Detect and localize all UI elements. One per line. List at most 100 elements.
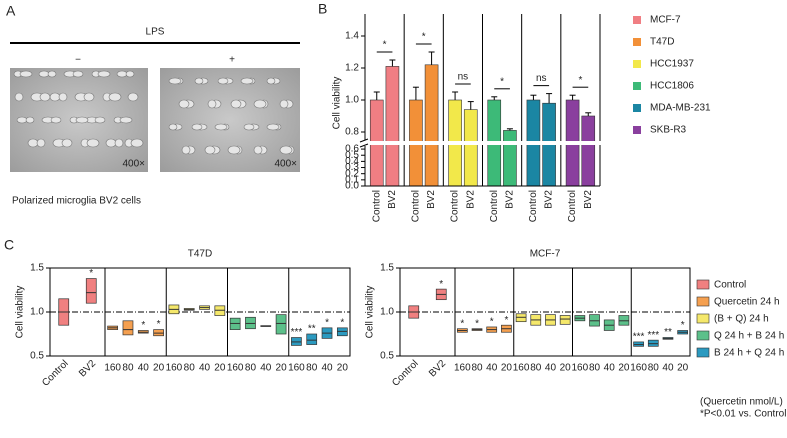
x-tick-label: 40: [545, 363, 557, 374]
x-tick-label: 80: [530, 363, 542, 374]
x-tick-label: 80: [245, 363, 257, 374]
significance: *: [383, 40, 387, 51]
cell: [39, 92, 51, 102]
cell: [127, 92, 139, 102]
x-tick-label: Control: [450, 190, 461, 222]
x-tick-label: 80: [648, 363, 660, 374]
legend-label: B 24 h + Q 24 h: [714, 348, 784, 359]
significance: *: [681, 320, 685, 331]
significance: ***: [647, 330, 659, 341]
legend-label: Quercetin 24 h: [714, 297, 780, 308]
y-axis-label: Cell viability: [15, 286, 26, 339]
x-tick-label: 160: [104, 363, 121, 374]
cell: [266, 77, 276, 85]
cell: [168, 123, 178, 131]
magnification: 400×: [122, 159, 145, 170]
panel-label: B: [318, 1, 327, 17]
significance: ns: [458, 72, 469, 83]
legend-label: MCF-7: [650, 15, 681, 26]
x-tick-label: 40: [321, 363, 333, 374]
x-tick-label: Control: [489, 190, 500, 222]
cell: [61, 138, 73, 148]
cell: [181, 145, 191, 155]
x-tick-label: 40: [138, 363, 150, 374]
x-tick-label: 20: [501, 363, 513, 374]
panel-label: A: [6, 3, 16, 19]
significance: ***: [291, 327, 303, 338]
cell: [105, 138, 117, 148]
y-tick-label: 0.0: [345, 181, 359, 192]
significance: *: [325, 317, 329, 328]
significance: *: [141, 320, 145, 331]
cell: [194, 77, 204, 85]
x-tick-label: 80: [306, 363, 318, 374]
x-tick-label: 160: [454, 363, 471, 374]
x-tick-label: BV2: [583, 190, 594, 209]
y-tick-label: 1.0: [30, 307, 44, 318]
x-tick-label: 160: [227, 363, 244, 374]
legend-swatch: [633, 16, 641, 24]
x-tick-label: 20: [214, 363, 226, 374]
chart-title: MCF-7: [530, 249, 561, 260]
x-tick-label: 20: [276, 363, 288, 374]
condition-label: +: [229, 55, 235, 66]
x-tick-label: 160: [166, 363, 183, 374]
legend-label: Control: [714, 280, 746, 291]
x-tick-label: BV2: [505, 190, 516, 209]
legend-swatch: [696, 279, 710, 290]
cell: [14, 92, 24, 102]
cell: [19, 70, 33, 78]
micrograph: [160, 68, 300, 172]
significance: *: [475, 318, 479, 329]
x-tick-label: 160: [630, 363, 647, 374]
cell: [217, 77, 229, 85]
box: [306, 333, 318, 345]
treatment-label: LPS: [146, 27, 165, 38]
cell: [108, 92, 122, 102]
magnification: 400×: [274, 159, 297, 170]
x-tick-label: 20: [337, 363, 349, 374]
x-tick-label: BV2: [544, 190, 555, 209]
significance: *: [504, 315, 508, 326]
cell: [47, 70, 57, 78]
x-tick-label: BV2: [427, 358, 448, 379]
note: (Quercetin nmol/L): [700, 397, 783, 408]
chart-title: T47D: [188, 249, 212, 260]
y-tick-label: 0.3: [345, 162, 359, 173]
legend-swatch: [696, 347, 710, 358]
box: [559, 315, 571, 325]
significance: *: [89, 268, 93, 279]
significance: **: [664, 327, 672, 338]
x-tick-label: 40: [260, 363, 272, 374]
legend-label: HCC1937: [650, 59, 694, 70]
x-tick-label: BV2: [77, 358, 98, 379]
legend-swatch: [633, 60, 641, 68]
cell: [58, 92, 68, 102]
cell: [49, 92, 61, 102]
box: [275, 314, 287, 335]
cell: [214, 123, 228, 131]
y-tick-label: 0.5: [380, 351, 394, 362]
note: *P<0.01 vs. Control: [700, 409, 786, 420]
bar: [385, 66, 400, 187]
x-tick-label: 20: [560, 363, 572, 374]
bar: [503, 130, 517, 187]
x-tick-label: Control: [411, 190, 422, 222]
significance: *: [500, 76, 504, 87]
caption: Polarized microglia BV2 cells: [12, 196, 141, 207]
x-tick-label: 40: [199, 363, 211, 374]
x-tick-label: BV2: [426, 190, 437, 209]
cell: [130, 138, 144, 148]
significance: *: [578, 75, 582, 86]
significance: *: [340, 317, 344, 328]
legend-label: MDA-MB-231: [650, 103, 711, 114]
legend-swatch: [633, 126, 641, 134]
cell: [240, 77, 254, 85]
y-tick-label: 0.8: [345, 127, 359, 138]
axis-break-gap: [359, 141, 602, 145]
cell: [72, 70, 84, 78]
x-tick-label: Control: [390, 358, 421, 389]
x-tick-label: 160: [513, 363, 530, 374]
cell: [16, 116, 28, 124]
